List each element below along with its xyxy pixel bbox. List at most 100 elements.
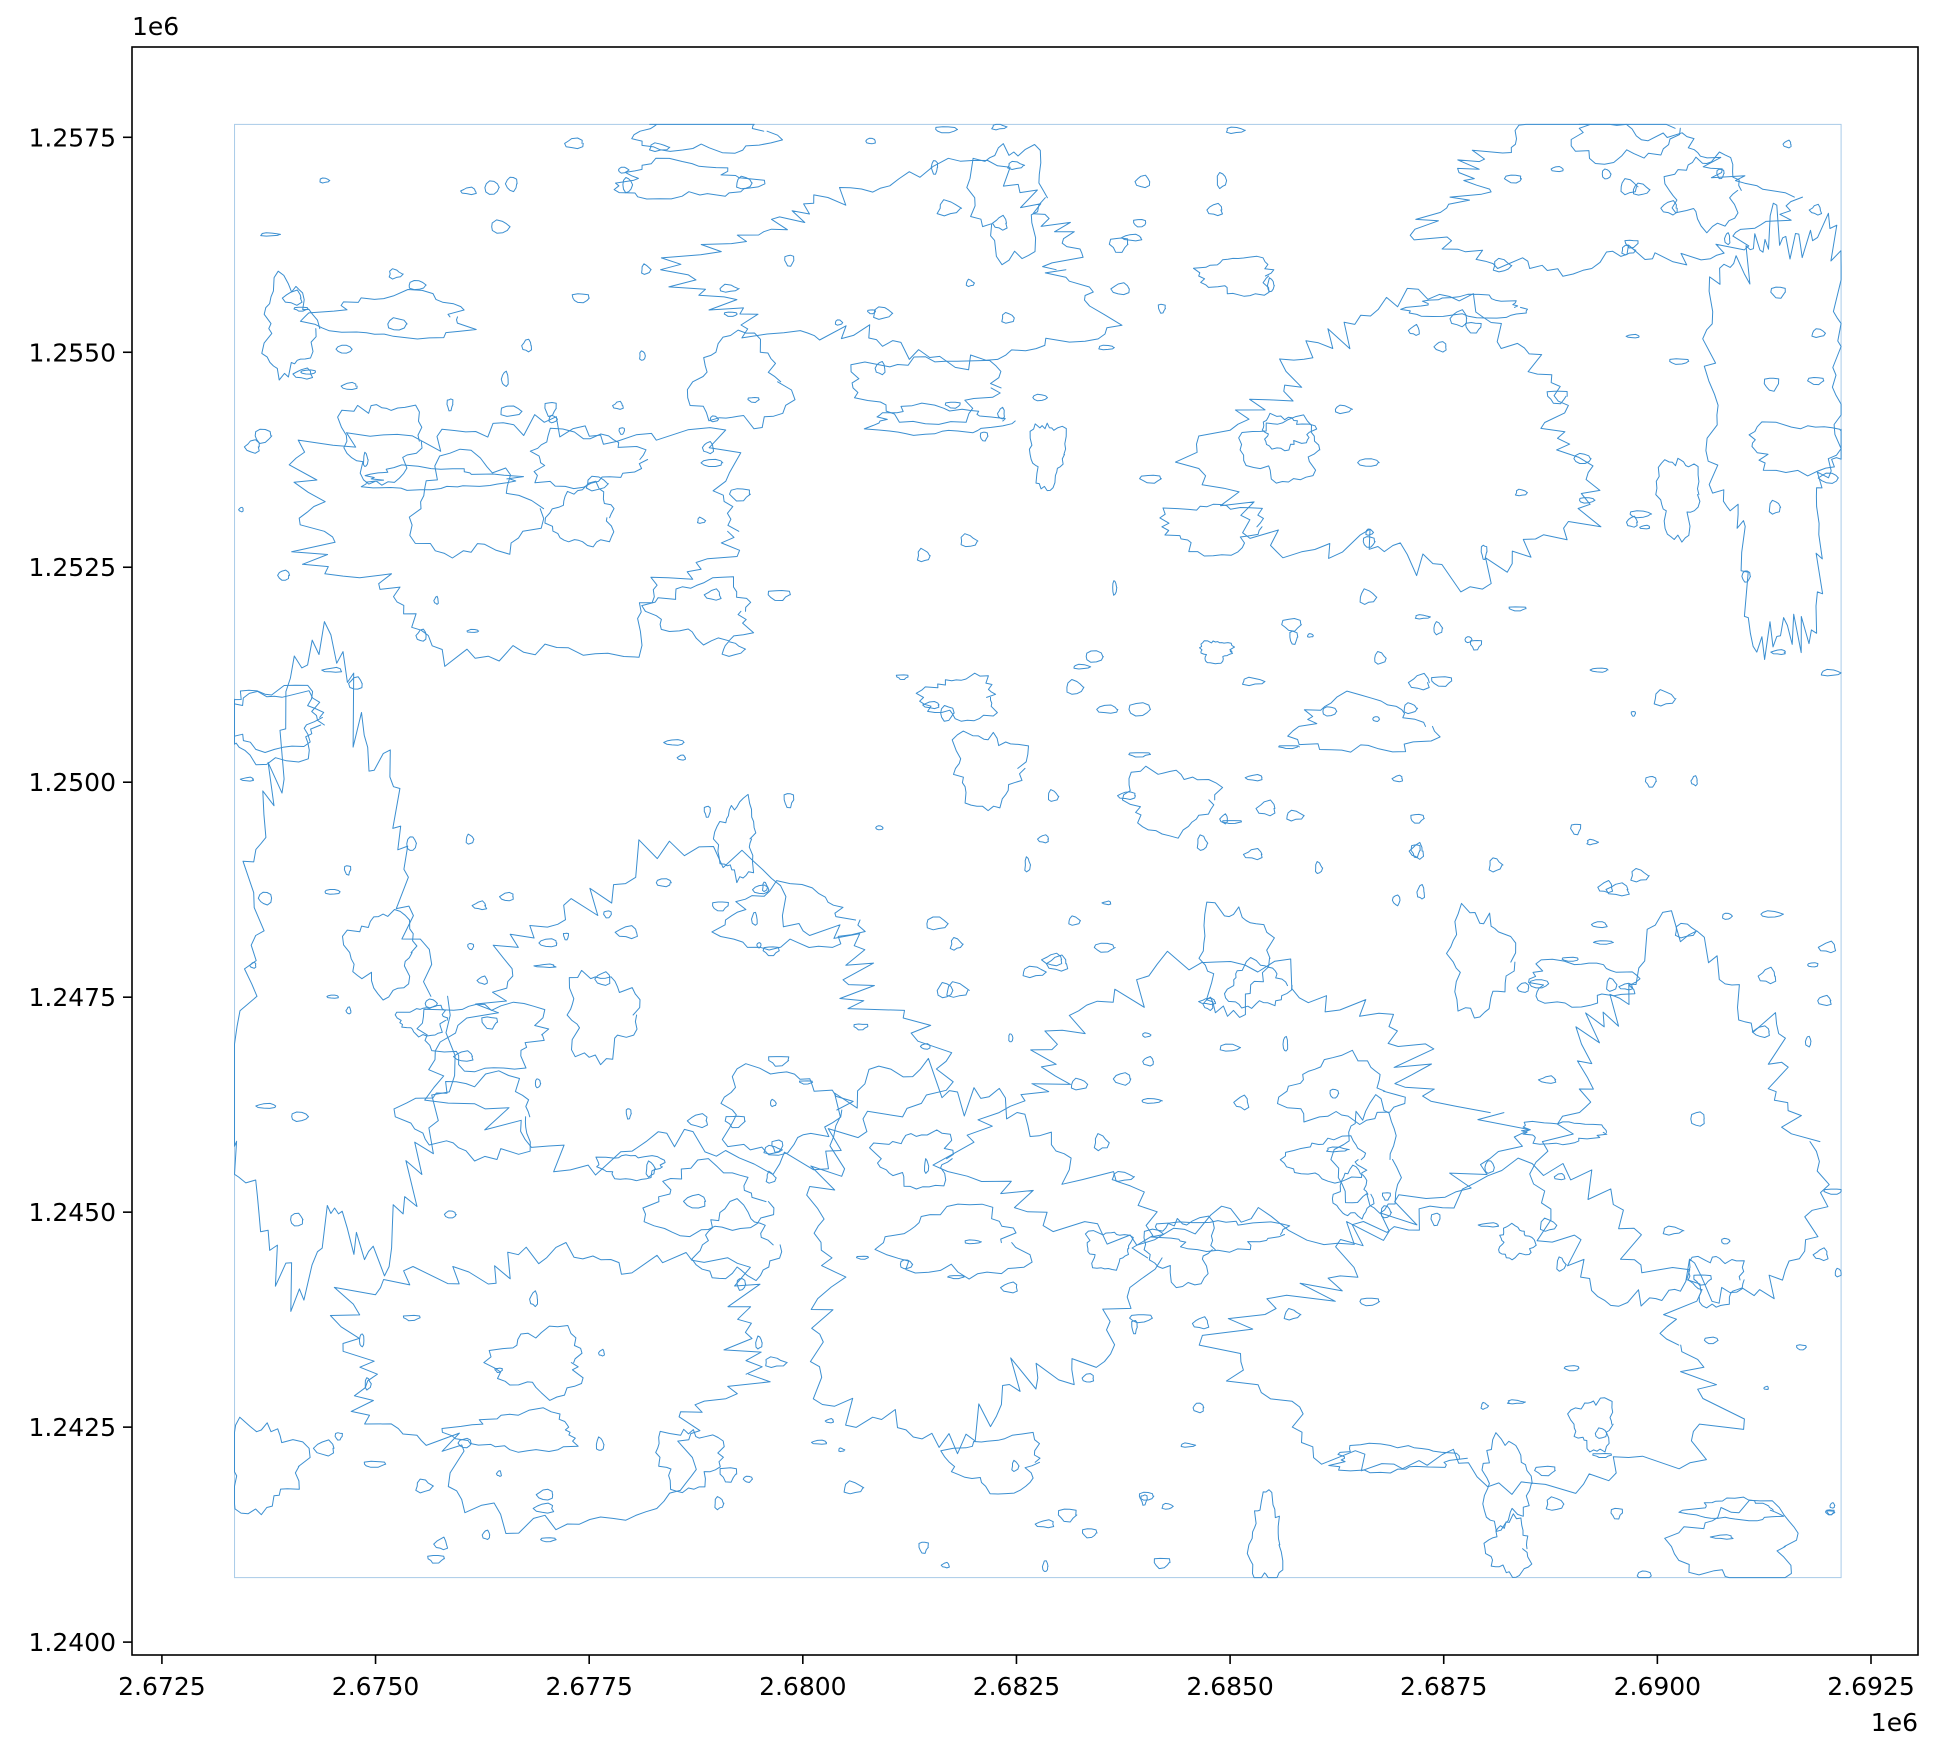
contour-line — [811, 1439, 827, 1445]
contour-line — [1242, 848, 1263, 861]
contour-line — [660, 157, 1123, 371]
contour-line — [1597, 880, 1614, 894]
contour-line — [521, 338, 532, 353]
contour-line — [1407, 672, 1430, 691]
contour-line — [1664, 1499, 1799, 1579]
contour-line — [895, 674, 909, 680]
contour-line — [966, 143, 1048, 266]
contour-line — [364, 1377, 372, 1391]
contour-line — [1639, 524, 1651, 530]
contour-line — [1180, 1442, 1197, 1448]
contour-line — [1488, 857, 1504, 873]
y-tick-label: 1.2475 — [29, 983, 116, 1012]
contour-line — [1041, 1560, 1049, 1572]
contour-line — [869, 1129, 954, 1190]
y-tick-label: 1.2550 — [29, 338, 116, 367]
contour-line — [1108, 237, 1129, 253]
contour-line — [1563, 1365, 1580, 1372]
contour-line — [1142, 1032, 1152, 1038]
contour-line — [940, 1561, 950, 1569]
contour-line — [756, 942, 762, 949]
contour-line — [1807, 377, 1825, 386]
contour-line — [853, 1023, 869, 1031]
contour-line — [239, 776, 254, 782]
contour-line — [935, 126, 958, 134]
contour-line — [1286, 809, 1305, 822]
contour-line — [936, 982, 954, 999]
contour-line — [457, 1437, 472, 1449]
contour-line — [255, 1102, 277, 1109]
contour-line — [598, 1348, 605, 1357]
contour-line — [300, 369, 316, 375]
contour-line — [1601, 168, 1612, 180]
contour-line — [1570, 123, 1681, 165]
contour-line — [1133, 219, 1147, 228]
axes-frame — [131, 46, 1919, 1656]
contour-line — [763, 1144, 783, 1155]
contour-line — [1032, 393, 1048, 402]
x-axis-offset-label: 1e6 — [1871, 1708, 1918, 1737]
contour-line — [1391, 774, 1403, 783]
contour-line — [719, 1467, 738, 1483]
contour-line — [614, 925, 638, 940]
contour-line — [1823, 1188, 1842, 1195]
contour-line — [564, 137, 584, 150]
contour-line — [850, 356, 1002, 425]
contour-line — [1175, 287, 1602, 593]
contour-line — [1589, 667, 1609, 673]
contour-line — [1812, 1247, 1829, 1262]
contour-line — [393, 1070, 531, 1162]
contour-line — [491, 219, 511, 234]
contour-line — [1594, 1427, 1608, 1439]
contour-line — [416, 1001, 550, 1073]
contour-line — [1573, 452, 1592, 464]
contour-line — [1610, 1507, 1623, 1520]
contour-line — [1041, 952, 1063, 967]
contour-line — [618, 166, 630, 174]
contour-line — [1690, 775, 1698, 787]
y-tick-label: 1.2500 — [29, 768, 116, 797]
contour-line — [1693, 1274, 1712, 1286]
contour-line — [534, 1078, 542, 1089]
contour-line — [544, 480, 615, 548]
contour-line — [924, 1158, 930, 1174]
contour-line — [1477, 1222, 1499, 1228]
contour-line — [291, 1111, 310, 1122]
x-tick-label: 2.6850 — [1186, 1672, 1273, 1701]
contour-line — [960, 533, 979, 548]
contour-line — [1625, 333, 1640, 339]
contour-line — [1570, 823, 1582, 836]
contour-line — [755, 1335, 763, 1350]
contour-line — [481, 1016, 499, 1030]
contour-line — [806, 1057, 1163, 1455]
contour-line — [683, 1193, 707, 1209]
contour-line — [875, 825, 884, 831]
contour-line — [427, 1555, 445, 1564]
contour-line — [1624, 239, 1639, 249]
contour-line — [691, 1198, 783, 1282]
contour-line — [334, 1432, 343, 1441]
contour-line — [1281, 618, 1302, 632]
contour-line — [1416, 884, 1425, 900]
contour-line — [1139, 474, 1162, 484]
contour-line — [824, 1418, 834, 1424]
contour-line — [1662, 1225, 1685, 1236]
contour-line — [1219, 813, 1228, 825]
contour-line — [1660, 200, 1678, 216]
contour-line — [243, 439, 260, 454]
contour-line — [1400, 293, 1528, 319]
contour-line — [571, 293, 590, 304]
contour-line — [603, 910, 612, 919]
contour-line — [260, 232, 281, 237]
contour-line — [613, 157, 766, 200]
contour-line — [1817, 940, 1837, 954]
contour-line — [1193, 255, 1275, 297]
contour-line — [1128, 752, 1151, 758]
contour-line — [1110, 282, 1130, 296]
contour-line — [1636, 1570, 1652, 1579]
x-tick-label: 2.6750 — [332, 1672, 419, 1701]
contour-line — [290, 1212, 304, 1227]
contour-line — [723, 311, 738, 317]
contour-line — [768, 1056, 790, 1067]
contour-line — [324, 889, 341, 895]
